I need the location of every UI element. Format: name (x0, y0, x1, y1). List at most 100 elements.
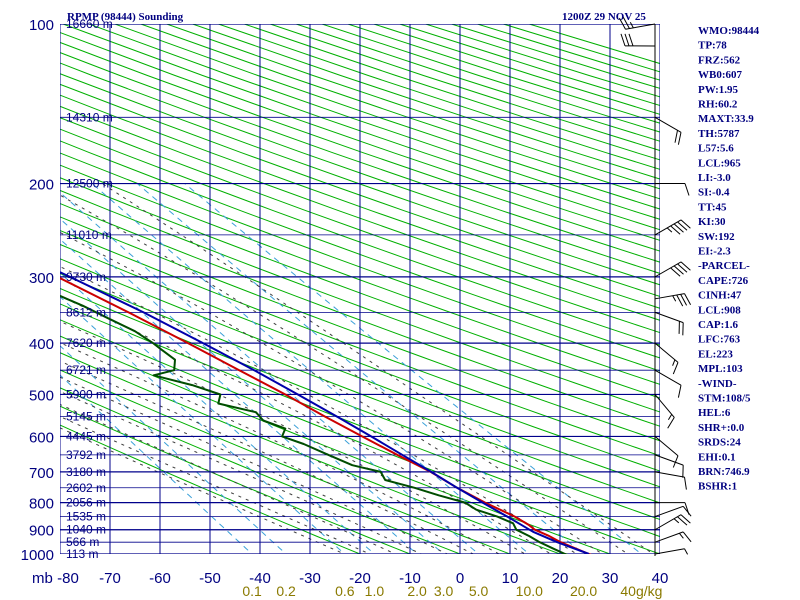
sounding-series (60, 271, 592, 554)
mixing-ratio-label: 3.0 (434, 583, 454, 599)
dry-adiabat-line (60, 140, 660, 359)
dry-adiabat-line (60, 369, 512, 554)
wind-barb-feather (680, 219, 691, 229)
wind-barb (654, 369, 682, 398)
dry-adiabat-line (60, 105, 660, 321)
wind-barb-half-feather (629, 22, 634, 29)
wind-barb (654, 514, 691, 531)
mixing-ratio-line (60, 238, 418, 554)
wind-barb-half-feather (673, 518, 680, 524)
dry-adiabat-line (60, 287, 660, 521)
moist-adiabat-line (60, 266, 578, 554)
mixing-ratio-label: 20.0 (570, 583, 597, 599)
mixing-ratio-line (60, 272, 376, 554)
wind-barb (618, 17, 656, 30)
dry-adiabat-line (60, 258, 660, 488)
wind-barb-shaft (654, 116, 682, 133)
height-label: 3180 m (66, 465, 106, 479)
mixing-ratio-label: 40g/kg (620, 583, 662, 599)
plot-area (60, 24, 660, 554)
mixing-ratio-line (91, 183, 531, 554)
temperature-label: 30 (602, 570, 619, 587)
pressure-label: 100 (29, 17, 54, 34)
mixing-ratio-lines (60, 183, 643, 554)
dry-adiabat-line (60, 117, 660, 334)
stability-indices: WMO:98444 TP:78 FRZ:562 WB0:607 PW:1.95 RH:60… (698, 25, 760, 493)
wind-barb (654, 548, 689, 555)
wind-barb-feather (684, 477, 687, 490)
temperature-label: -20 (349, 570, 371, 587)
moist-adiabats (60, 183, 655, 554)
height-label: 5145 m (66, 409, 106, 423)
moist-adiabat-line (60, 427, 346, 554)
wind-barb-shaft (654, 454, 684, 466)
wind-barb-feather (673, 265, 684, 275)
index-line: TH:5787 (698, 128, 740, 140)
height-label: 11010 m (66, 228, 112, 242)
wind-barb-half-feather (679, 532, 684, 539)
wind-barb-shaft (654, 514, 682, 531)
index-line: EL:223 (698, 348, 733, 360)
dry-adiabat-line (60, 272, 660, 504)
index-line: TT:45 (698, 201, 727, 213)
dry-adiabat-line (60, 202, 660, 427)
dry-adiabat-line (60, 352, 562, 554)
index-line: -PARCEL- (698, 260, 750, 272)
dry-adiabat-line (60, 243, 660, 472)
index-line: SRDS:24 (698, 437, 741, 449)
pressure-label: 300 (29, 270, 54, 287)
wind-barb-feather (677, 516, 688, 526)
temperature-label: -50 (199, 570, 221, 587)
height-label: 3792 m (66, 448, 106, 462)
wind-barb (654, 342, 679, 375)
pressure-label: 900 (29, 523, 54, 540)
pressure-label: 400 (29, 336, 54, 353)
moist-adiabat-line (60, 194, 629, 554)
parcel-line (60, 271, 590, 554)
temperature-label: 0 (456, 570, 464, 587)
index-line: STM:108/5 (698, 393, 751, 405)
wind-barb-feather (620, 33, 626, 47)
wind-barb-feather (676, 294, 684, 307)
index-line: L57:5.6 (698, 143, 734, 155)
dry-adiabat-line (60, 41, 660, 252)
index-line: LCL:908 (698, 304, 741, 316)
wind-barb-shaft (654, 505, 684, 518)
height-label: 4445 m (66, 429, 106, 443)
mixing-ratio-label: 1.0 (365, 583, 385, 599)
index-line: EHI:0.1 (698, 451, 736, 463)
temperature-label: -60 (149, 570, 171, 587)
wind-barb-shaft (654, 342, 679, 363)
dry-adiabat-line (60, 73, 660, 286)
temperature-label: 40 (652, 570, 669, 587)
wind-barb-feather (618, 17, 626, 30)
index-line: RH:60.2 (698, 99, 738, 111)
index-line: KI:30 (698, 216, 726, 228)
mixing-ratio-line (184, 183, 643, 554)
index-line: PW:1.95 (698, 84, 739, 96)
index-line: LCL:965 (698, 157, 741, 169)
wind-barb-feather (682, 505, 692, 517)
dry-adiabat-line (60, 152, 660, 372)
height-label: 6721 m (66, 363, 106, 377)
wind-barb-shaft (654, 293, 685, 300)
wind-barb-feather (628, 33, 634, 47)
wind-barb (654, 116, 682, 145)
wind-barb-half-feather (684, 548, 689, 555)
index-line: SI:-0.4 (698, 187, 730, 199)
index-line: CINH:47 (698, 290, 742, 302)
index-line: -WIND- (698, 378, 737, 390)
wind-barb-feather (677, 385, 682, 398)
mixing-ratio-line (60, 345, 287, 554)
mixing-ratio-label: 0.6 (335, 583, 355, 599)
dry-adiabat-line (60, 216, 660, 442)
index-line: WMO:98444 (698, 25, 760, 37)
dry-adiabat-line (60, 319, 660, 554)
wind-barb (654, 454, 684, 478)
wind-barb-shaft (654, 219, 682, 236)
wind-barb-feather (677, 132, 682, 145)
dry-adiabat-line (60, 387, 462, 554)
dry-adiabats (60, 24, 660, 554)
pressure-label: 700 (29, 465, 54, 482)
